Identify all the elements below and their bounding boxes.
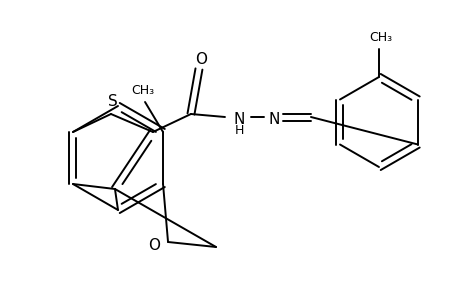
Text: S: S [108,94,118,109]
Text: O: O [148,238,160,253]
Text: CH₃: CH₃ [369,31,392,44]
Text: O: O [195,52,207,67]
Text: H: H [234,124,243,137]
Text: CH₃: CH₃ [131,83,154,97]
Text: N: N [233,112,244,127]
Text: N: N [268,112,279,127]
